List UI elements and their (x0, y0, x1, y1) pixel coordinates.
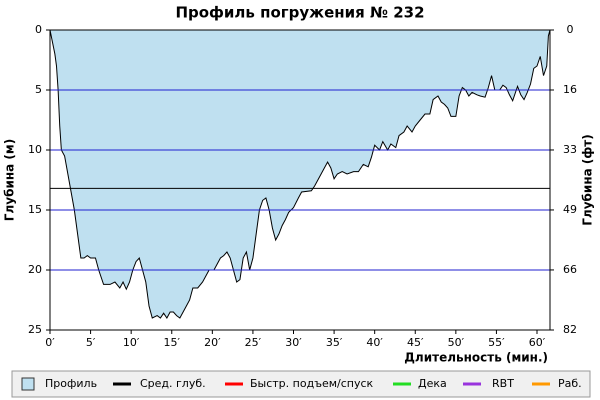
y2-axis-label: Глубина (фт) (581, 134, 595, 225)
legend-label: Сред. глуб. (140, 377, 206, 390)
y-tick-label: 15 (28, 203, 42, 216)
y-tick-label: 10 (28, 143, 42, 156)
y-tick-label: 5 (35, 83, 42, 96)
x-tick-label: 10′ (123, 336, 140, 349)
legend-label: RBT (492, 377, 514, 390)
x-tick-label: 35′ (326, 336, 343, 349)
x-tick-label: 25′ (245, 336, 262, 349)
y2-tick-label: 0 (567, 23, 574, 36)
x-tick-label: 60′ (529, 336, 546, 349)
x-tick-label: 40′ (366, 336, 383, 349)
y2-tick-label: 66 (563, 263, 577, 276)
legend-label: Быстр. подъем/спуск (250, 377, 374, 390)
y-axis-label: Глубина (м) (3, 139, 17, 221)
profile-area (49, 29, 551, 319)
x-tick-label: 55′ (488, 336, 505, 349)
y-tick-label: 0 (35, 23, 42, 36)
x-tick-label: 20′ (204, 336, 221, 349)
y2-tick-label: 33 (563, 143, 577, 156)
chart-title: Профиль погружения № 232 (175, 4, 424, 22)
x-axis-label: Длительность (мин.) (404, 351, 548, 365)
x-tick-label: 50′ (448, 336, 465, 349)
x-tick-label: 5′ (86, 336, 96, 349)
legend-label: Раб. (558, 377, 582, 390)
legend-label: Дека (418, 377, 447, 390)
x-tick-label: 0′ (45, 336, 55, 349)
y-tick-label: 25 (28, 323, 42, 336)
y2-tick-label: 16 (563, 83, 577, 96)
y2-tick-label: 49 (563, 203, 577, 216)
legend (11, 370, 591, 398)
x-tick-label: 15′ (164, 336, 181, 349)
y2-tick-label: 82 (563, 323, 577, 336)
plot-frame (49, 29, 551, 331)
x-tick-label: 45′ (407, 336, 424, 349)
legend-swatch (21, 377, 35, 391)
y-tick-label: 20 (28, 263, 42, 276)
legend-label: Профиль (45, 377, 97, 390)
x-tick-label: 30′ (285, 336, 302, 349)
